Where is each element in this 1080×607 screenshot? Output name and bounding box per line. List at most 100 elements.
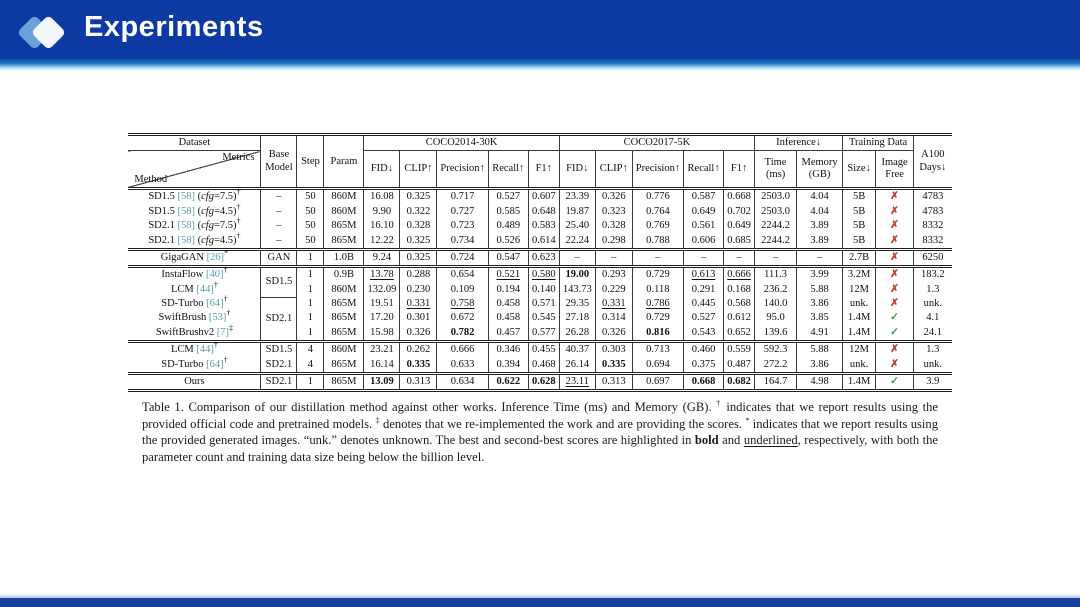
coco2014-metric-cell-4: 0.628: [527, 371, 560, 391]
coco2014-metric-cell-2: 0.634: [436, 371, 489, 391]
coco2017-metric-cell-4: 0.568: [723, 297, 755, 312]
cross-icon: ✗: [890, 251, 899, 263]
header-f1-2014: F1↑: [527, 150, 560, 189]
citation-ref: [58]: [177, 220, 196, 232]
param-cell: 865M: [323, 371, 364, 391]
step-cell: 50: [296, 187, 324, 205]
coco2014-metric-cell-3: 0.489: [487, 219, 529, 234]
a100-days-cell: 24.1: [913, 325, 952, 342]
table-row: GigaGAN [26]* GAN 1 1.0B 9.24 0.325 0.724 0.547…: [128, 247, 952, 267]
coco2017-metric-cell-0: 23.39: [558, 187, 596, 205]
header-clip-2014: CLIP↑: [399, 150, 437, 189]
coco2014-metric-cell-0: 12.22: [363, 233, 400, 250]
coco2017-metric-cell-4: 0.682: [723, 371, 755, 391]
table-row: Ours SD2.1 1 865M 13.09 0.313 0.634 0.622 0.628 2…: [128, 371, 952, 391]
coco2017-metric-cell-1: 0.328: [594, 219, 633, 234]
header-base-line1: Base: [268, 149, 290, 161]
cross-icon: ✗: [890, 220, 899, 232]
coco2017-metric-cell-3: 0.543: [683, 325, 724, 342]
time-cell: 236.2: [754, 282, 797, 297]
check-icon: ✓: [890, 375, 899, 387]
caption-segment: , respectively, with both the parameter …: [142, 433, 939, 465]
size-cell: 1.4M: [842, 311, 876, 326]
coco2017-metric-cell-3: 0.649: [683, 204, 724, 220]
param-cell: 865M: [323, 311, 364, 326]
coco2017-metric-cell-4: 0.666: [723, 265, 755, 283]
coco2017-metric-cell-2: 0.776: [631, 187, 684, 205]
time-cell: 2503.0: [754, 204, 797, 220]
coco2017-metric-cell-1: 0.331: [594, 297, 633, 312]
header-recall-2017: Recall↑: [683, 150, 724, 189]
time-cell: 139.6: [754, 325, 797, 342]
step-cell: 1: [296, 282, 324, 297]
coco2017-metric-cell-0: 19.00: [558, 265, 596, 283]
coco2017-metric-cell-3: 0.460: [683, 340, 724, 358]
coco2017-metric-cell-4: 0.685: [723, 233, 755, 250]
experiments-table: Dataset Base Model Step Param COCO2014-3…: [128, 133, 952, 393]
check-icon: ✓: [890, 326, 899, 338]
header-time-line1: Time: [764, 157, 787, 168]
time-cell: 2244.2: [754, 233, 797, 250]
a100-days-cell: 6250: [913, 247, 952, 267]
coco2017-metric-cell-3: –: [683, 247, 724, 267]
header-a100-days: A100 Days↓: [913, 134, 952, 189]
param-cell: 865M: [323, 219, 364, 234]
table-row: SD-Turbo [64]† SD2.1 1 865M 19.51 0.331 0.758 0…: [128, 295, 952, 342]
method-cell: InstaFlow [40]†: [128, 265, 261, 283]
coco2014-metric-cell-4: 0.577: [527, 325, 560, 342]
coco2014-metric-cell-0: 16.10: [363, 219, 400, 234]
cross-icon: ✗: [890, 234, 899, 246]
coco2014-metric-cell-4: 0.545: [527, 311, 560, 326]
a100-days-cell: 183.2: [913, 265, 952, 283]
coco2017-metric-cell-3: 0.668: [683, 371, 724, 391]
coco2017-metric-cell-2: 0.786: [631, 297, 684, 312]
method-cell: SD-Turbo [64]†: [161, 355, 228, 370]
coco2014-metric-cell-0: 9.24: [363, 247, 400, 267]
memory-cell: 3.86: [796, 297, 843, 312]
a100-days-cell: 4783: [913, 204, 952, 220]
coco2017-metric-cell-2: 0.788: [631, 233, 684, 250]
header-a100-line2: Days↓: [919, 161, 947, 173]
coco2017-metric-cell-0: 26.14: [558, 357, 596, 374]
memory-cell: 3.86: [796, 357, 843, 374]
size-cell: 12M: [842, 282, 876, 297]
coco2014-metric-cell-1: 0.335: [399, 357, 437, 374]
coco2014-metric-cell-1: 0.230: [399, 282, 437, 297]
coco2017-metric-cell-4: 0.702: [723, 204, 755, 220]
coco2017-metric-cell-3: 0.445: [683, 297, 724, 312]
image-free-cell: ✗: [875, 247, 914, 267]
table-row: InstaFlow [40]† SD1.5 1 0.9B 13.78 0.288 0.654…: [128, 265, 952, 298]
header-training-data: Training Data: [842, 134, 914, 152]
table-row: SwiftBrushv2 [7]‡ 1 865M 15.98 0.326 0.782 0.4…: [128, 324, 952, 342]
step-cell: 1: [296, 297, 324, 312]
a100-days-cell: unk.: [913, 357, 952, 374]
image-free-cell: ✗: [875, 357, 914, 374]
image-free-cell: ✗: [875, 204, 914, 220]
citation-ref: [58]: [177, 234, 196, 246]
coco2014-metric-cell-2: 0.723: [436, 219, 489, 234]
table-header: Dataset Base Model Step Param COCO2014-3…: [128, 134, 952, 189]
citation-ref: [64]: [206, 358, 224, 370]
coco2017-metric-cell-0: 23.11: [558, 371, 596, 391]
size-cell: 5B: [842, 233, 876, 250]
step-cell: 1: [296, 247, 324, 267]
size-cell: 1.4M: [842, 325, 876, 342]
base-model-cell: –: [260, 204, 297, 220]
page-title: Experiments: [84, 11, 264, 43]
coco2014-metric-cell-2: 0.734: [436, 233, 489, 250]
base-model-cell: GAN: [260, 247, 297, 267]
coco2014-metric-cell-3: 0.194: [487, 282, 529, 297]
coco2014-metric-cell-4: 0.468: [527, 357, 560, 374]
header-time: Time (ms): [754, 150, 797, 189]
coco2017-metric-cell-4: 0.168: [723, 282, 755, 297]
coco2014-metric-cell-1: 0.301: [399, 311, 437, 326]
coco2014-metric-cell-4: 0.455: [527, 340, 560, 358]
time-cell: 2244.2: [754, 219, 797, 234]
coco2017-metric-cell-3: 0.291: [683, 282, 724, 297]
caption-segment: denotes that we re-implemented the work …: [379, 416, 746, 431]
coco2017-metric-cell-2: –: [631, 247, 684, 267]
time-cell: 95.0: [754, 311, 797, 326]
coco2014-metric-cell-1: 0.322: [399, 204, 437, 220]
base-model-cell: SD2.1: [260, 357, 297, 374]
coco2014-metric-cell-4: 0.571: [527, 297, 560, 312]
